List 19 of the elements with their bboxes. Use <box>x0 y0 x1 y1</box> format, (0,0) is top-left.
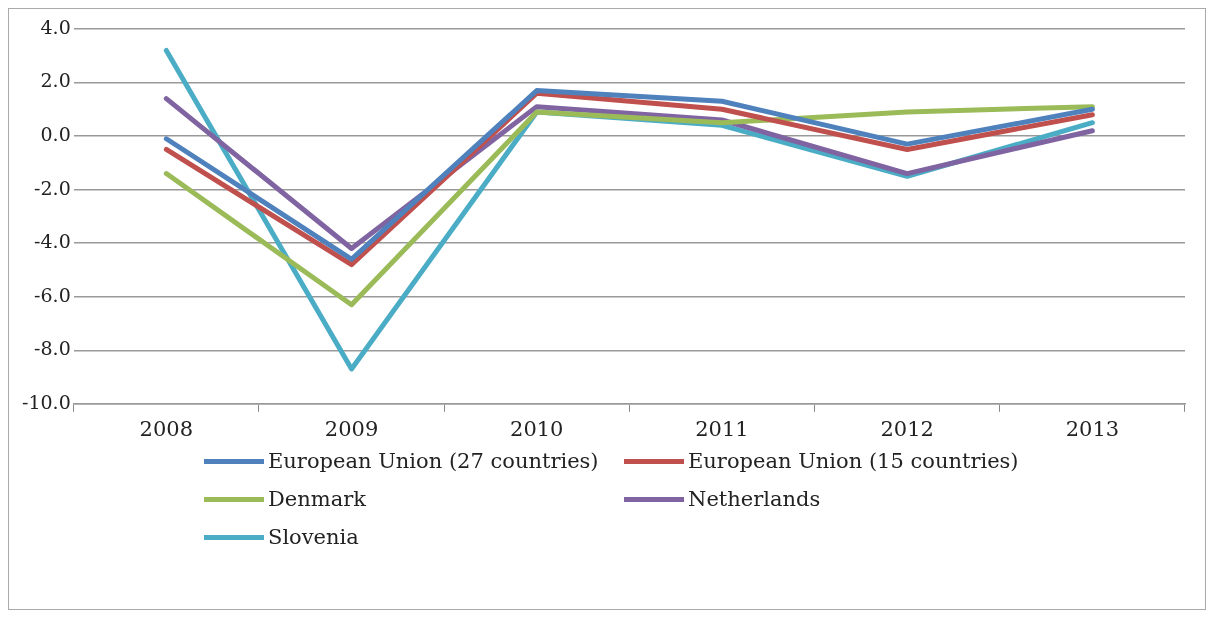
legend-label: Slovenia <box>268 525 359 549</box>
legend-label: Netherlands <box>688 487 821 511</box>
x-tick-label: 2009 <box>324 416 379 441</box>
x-tick-label: 2013 <box>1065 416 1120 441</box>
legend-label: European Union (15 countries) <box>688 449 1019 473</box>
y-tick-label: 2.0 <box>40 69 71 92</box>
x-tick-label: 2011 <box>695 416 749 441</box>
y-tick-label: -2.0 <box>34 176 71 199</box>
y-tick-label: -4.0 <box>34 230 71 253</box>
legend-label: European Union (27 countries) <box>268 449 599 473</box>
x-tick-label: 2008 <box>139 416 194 441</box>
x-tick-label: 2012 <box>880 416 934 441</box>
y-tick-label: 4.0 <box>40 15 71 38</box>
y-tick-label: -8.0 <box>34 337 71 360</box>
y-tick-label: -10.0 <box>21 390 71 413</box>
y-tick-label: 0.0 <box>40 123 71 146</box>
x-tick-label: 2010 <box>510 416 564 441</box>
y-tick-label: -6.0 <box>34 283 71 306</box>
legend-label: Denmark <box>268 487 366 511</box>
